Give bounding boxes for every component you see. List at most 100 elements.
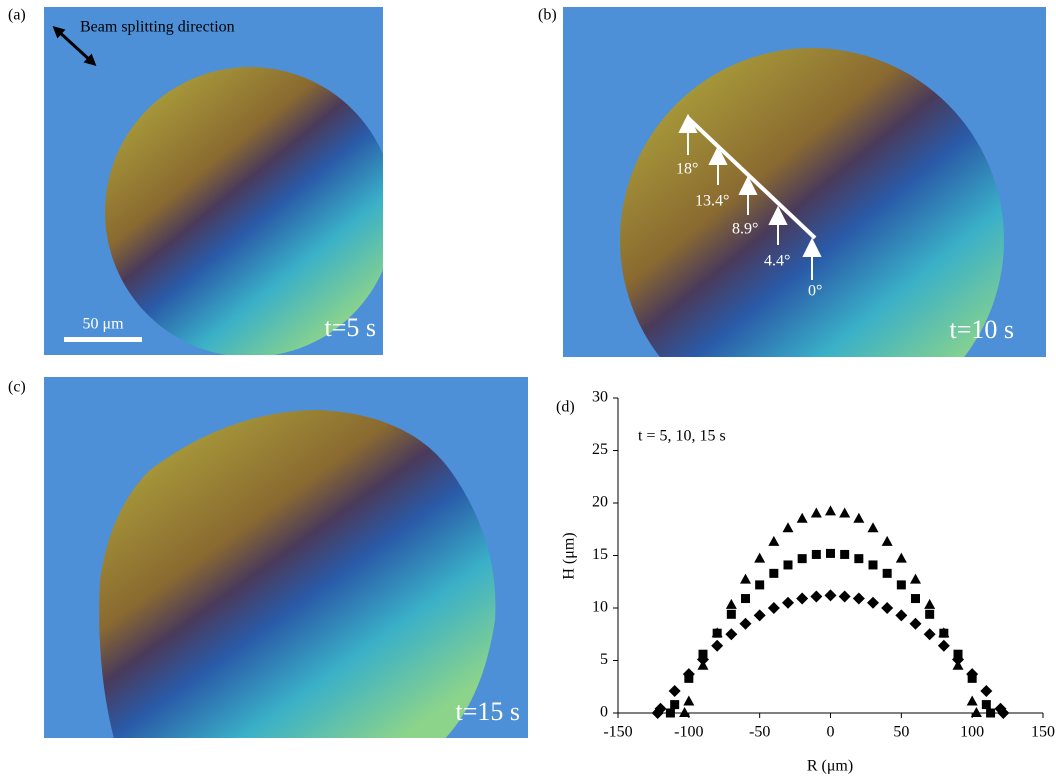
y-tick-label: 10: [592, 599, 608, 616]
marker: [923, 628, 936, 641]
marker: [986, 708, 996, 718]
marker: [854, 554, 864, 564]
marker: [981, 700, 991, 710]
marker: [970, 707, 982, 717]
y-tick-label: 25: [592, 441, 608, 458]
marker: [911, 594, 920, 604]
marker: [909, 617, 922, 630]
marker: [725, 598, 737, 609]
marker: [668, 684, 681, 697]
angle-label: 8.9°: [732, 221, 758, 238]
marker: [895, 609, 908, 622]
time-label: t=5 s: [324, 313, 376, 342]
y-tick-label: 5: [600, 651, 608, 668]
marker: [810, 507, 822, 518]
marker: [725, 628, 738, 641]
panel-label: (b): [538, 7, 557, 24]
image-a: [44, 7, 383, 355]
marker: [895, 552, 907, 563]
angle-label: 4.4°: [764, 253, 790, 270]
marker: [683, 695, 695, 706]
y-tick-label: 15: [592, 546, 608, 563]
marker: [783, 560, 793, 570]
marker: [939, 628, 949, 638]
marker: [755, 580, 765, 590]
marker: [881, 602, 894, 614]
marker: [712, 628, 722, 638]
marker: [670, 700, 680, 710]
y-tick-label: 0: [600, 704, 608, 721]
marker: [881, 535, 893, 546]
time-label: t=15 s: [455, 697, 520, 726]
x-tick-label: -50: [749, 724, 770, 741]
marker: [654, 702, 667, 715]
marker: [679, 707, 691, 717]
marker: [952, 653, 964, 666]
marker: [826, 548, 835, 558]
x-tick-label: -100: [674, 724, 703, 741]
annotation: t = 5, 10, 15 s: [638, 428, 726, 445]
marker: [767, 602, 780, 614]
panel-label: (a): [8, 7, 26, 24]
marker: [867, 596, 879, 609]
x-tick-label: 0: [827, 724, 835, 741]
x-tick-label: 150: [1031, 724, 1055, 741]
angle-label: 0°: [808, 283, 822, 300]
marker: [980, 684, 993, 697]
marker: [796, 592, 809, 605]
marker: [739, 617, 752, 630]
panel-label: (d): [556, 399, 575, 416]
panel-label: (c): [8, 379, 26, 396]
marker: [839, 507, 851, 518]
marker: [925, 609, 935, 619]
marker: [753, 609, 766, 622]
marker: [811, 549, 821, 559]
image-b: [563, 7, 1046, 357]
marker: [853, 512, 865, 523]
marker: [882, 568, 892, 578]
marker: [754, 552, 766, 563]
marker: [997, 707, 1010, 719]
marker: [896, 580, 906, 590]
marker: [711, 639, 724, 652]
marker: [840, 549, 850, 559]
x-axis-label: R (μm): [807, 758, 853, 775]
x-tick-label: 100: [960, 724, 984, 741]
angle-label: 18°: [676, 161, 698, 178]
y-tick-label: 30: [592, 389, 608, 406]
marker: [782, 522, 794, 533]
marker: [867, 522, 879, 533]
marker: [810, 590, 823, 603]
x-tick-label: -150: [603, 724, 632, 741]
marker: [682, 668, 695, 681]
marker: [910, 573, 921, 584]
marker: [924, 598, 936, 609]
x-tick-label: 50: [893, 724, 909, 741]
marker: [966, 695, 978, 706]
marker: [769, 568, 779, 578]
marker: [966, 668, 979, 681]
marker: [937, 639, 950, 652]
marker: [796, 512, 808, 523]
marker: [782, 596, 794, 609]
time-label: t=10 s: [949, 315, 1014, 344]
marker: [852, 592, 865, 605]
image-c: [44, 377, 528, 738]
note: Beam splitting direction: [80, 19, 235, 36]
marker: [741, 594, 750, 604]
scale-label: 50 μm: [82, 316, 124, 333]
marker: [726, 609, 736, 619]
marker: [665, 708, 675, 718]
marker: [697, 653, 709, 666]
marker: [838, 590, 851, 603]
marker: [824, 589, 837, 602]
marker: [825, 505, 836, 516]
y-axis-label: H (μm): [561, 532, 578, 579]
angle-label: 13.4°: [695, 193, 729, 210]
marker: [768, 535, 780, 546]
y-tick-label: 20: [592, 494, 608, 511]
marker: [797, 554, 807, 564]
marker: [868, 560, 878, 570]
marker: [740, 573, 751, 584]
